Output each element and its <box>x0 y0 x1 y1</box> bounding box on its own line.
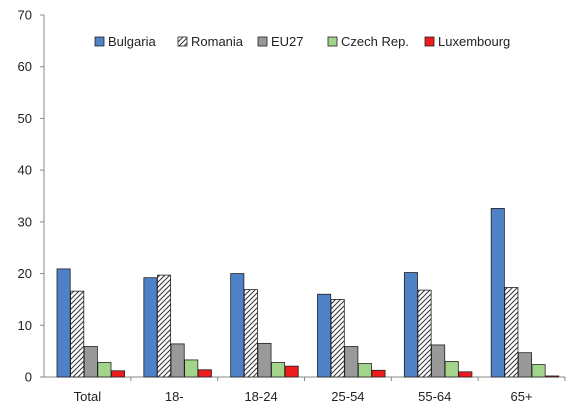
bar-romania-3 <box>330 299 345 378</box>
bar-eu27-0 <box>83 346 98 378</box>
bar-romania-4 <box>417 289 432 378</box>
bar-luxembourg-4 <box>458 371 473 378</box>
bar-luxembourg-3 <box>371 369 386 378</box>
bar-bulgaria-4 <box>403 272 418 378</box>
legend-label: Bulgaria <box>108 34 156 49</box>
legend-swatch-luxembourg <box>424 36 435 47</box>
y-tick-label: 10 <box>18 318 32 333</box>
legend: Bulgaria Romania EU27 Czech Rep. Luxembourg <box>94 34 510 49</box>
bar-eu27-1 <box>170 343 185 378</box>
y-tick-label: 0 <box>25 370 32 385</box>
plot-area: 0 10 20 30 40 50 60 70 Total 18- 18-24 25-54 55-64 65… <box>18 8 566 404</box>
bar-eu27-4 <box>431 344 446 378</box>
bar-bulgaria-5 <box>490 208 505 378</box>
y-tick-label: 50 <box>18 111 32 126</box>
y-tick-label: 60 <box>18 59 32 74</box>
y-tick-label: 30 <box>18 214 32 229</box>
legend-label: Romania <box>191 34 244 49</box>
legend-label: EU27 <box>271 34 304 49</box>
bar-bulgaria-1 <box>143 277 158 378</box>
bar-bulgaria-2 <box>230 273 245 378</box>
x-tick-label: 18-24 <box>244 389 277 404</box>
bar-romania-2 <box>243 289 258 378</box>
y-tick-label: 20 <box>18 266 32 281</box>
y-tick-label: 70 <box>18 8 32 23</box>
bar-romania-1 <box>157 274 172 378</box>
bar-luxembourg-1 <box>197 369 212 378</box>
legend-swatch-czech-rep- <box>327 36 338 47</box>
bar-romania-5 <box>504 287 519 378</box>
bar-eu27-5 <box>517 352 532 378</box>
bar-luxembourg-5 <box>545 375 560 378</box>
legend-swatch-bulgaria <box>94 36 105 47</box>
bar-eu27-2 <box>257 342 272 378</box>
bar-eu27-3 <box>344 346 359 378</box>
bar-bulgaria-3 <box>317 293 332 378</box>
x-tick-label: 65+ <box>511 389 533 404</box>
bar-czech-rep--0 <box>97 362 112 378</box>
legend-label: Luxembourg <box>438 34 510 49</box>
legend-label: Czech Rep. <box>341 34 409 49</box>
x-tick-label: 25-54 <box>331 389 364 404</box>
bar-czech-rep--2 <box>271 362 286 378</box>
bar-luxembourg-0 <box>111 370 126 378</box>
bar-luxembourg-2 <box>284 365 299 378</box>
bar-czech-rep--1 <box>184 359 199 378</box>
bar-romania-0 <box>70 290 85 378</box>
bar-bulgaria-0 <box>56 268 71 378</box>
y-tick-label: 40 <box>18 163 32 178</box>
legend-swatch-romania <box>177 36 188 47</box>
x-tick-label: 18- <box>165 389 184 404</box>
bar-czech-rep--3 <box>357 363 372 378</box>
legend-swatch-eu27 <box>257 36 268 47</box>
x-tick-label: Total <box>74 389 102 404</box>
bar-czech-rep--5 <box>531 364 546 378</box>
x-tick-label: 55-64 <box>418 389 451 404</box>
bar-czech-rep--4 <box>444 361 459 378</box>
